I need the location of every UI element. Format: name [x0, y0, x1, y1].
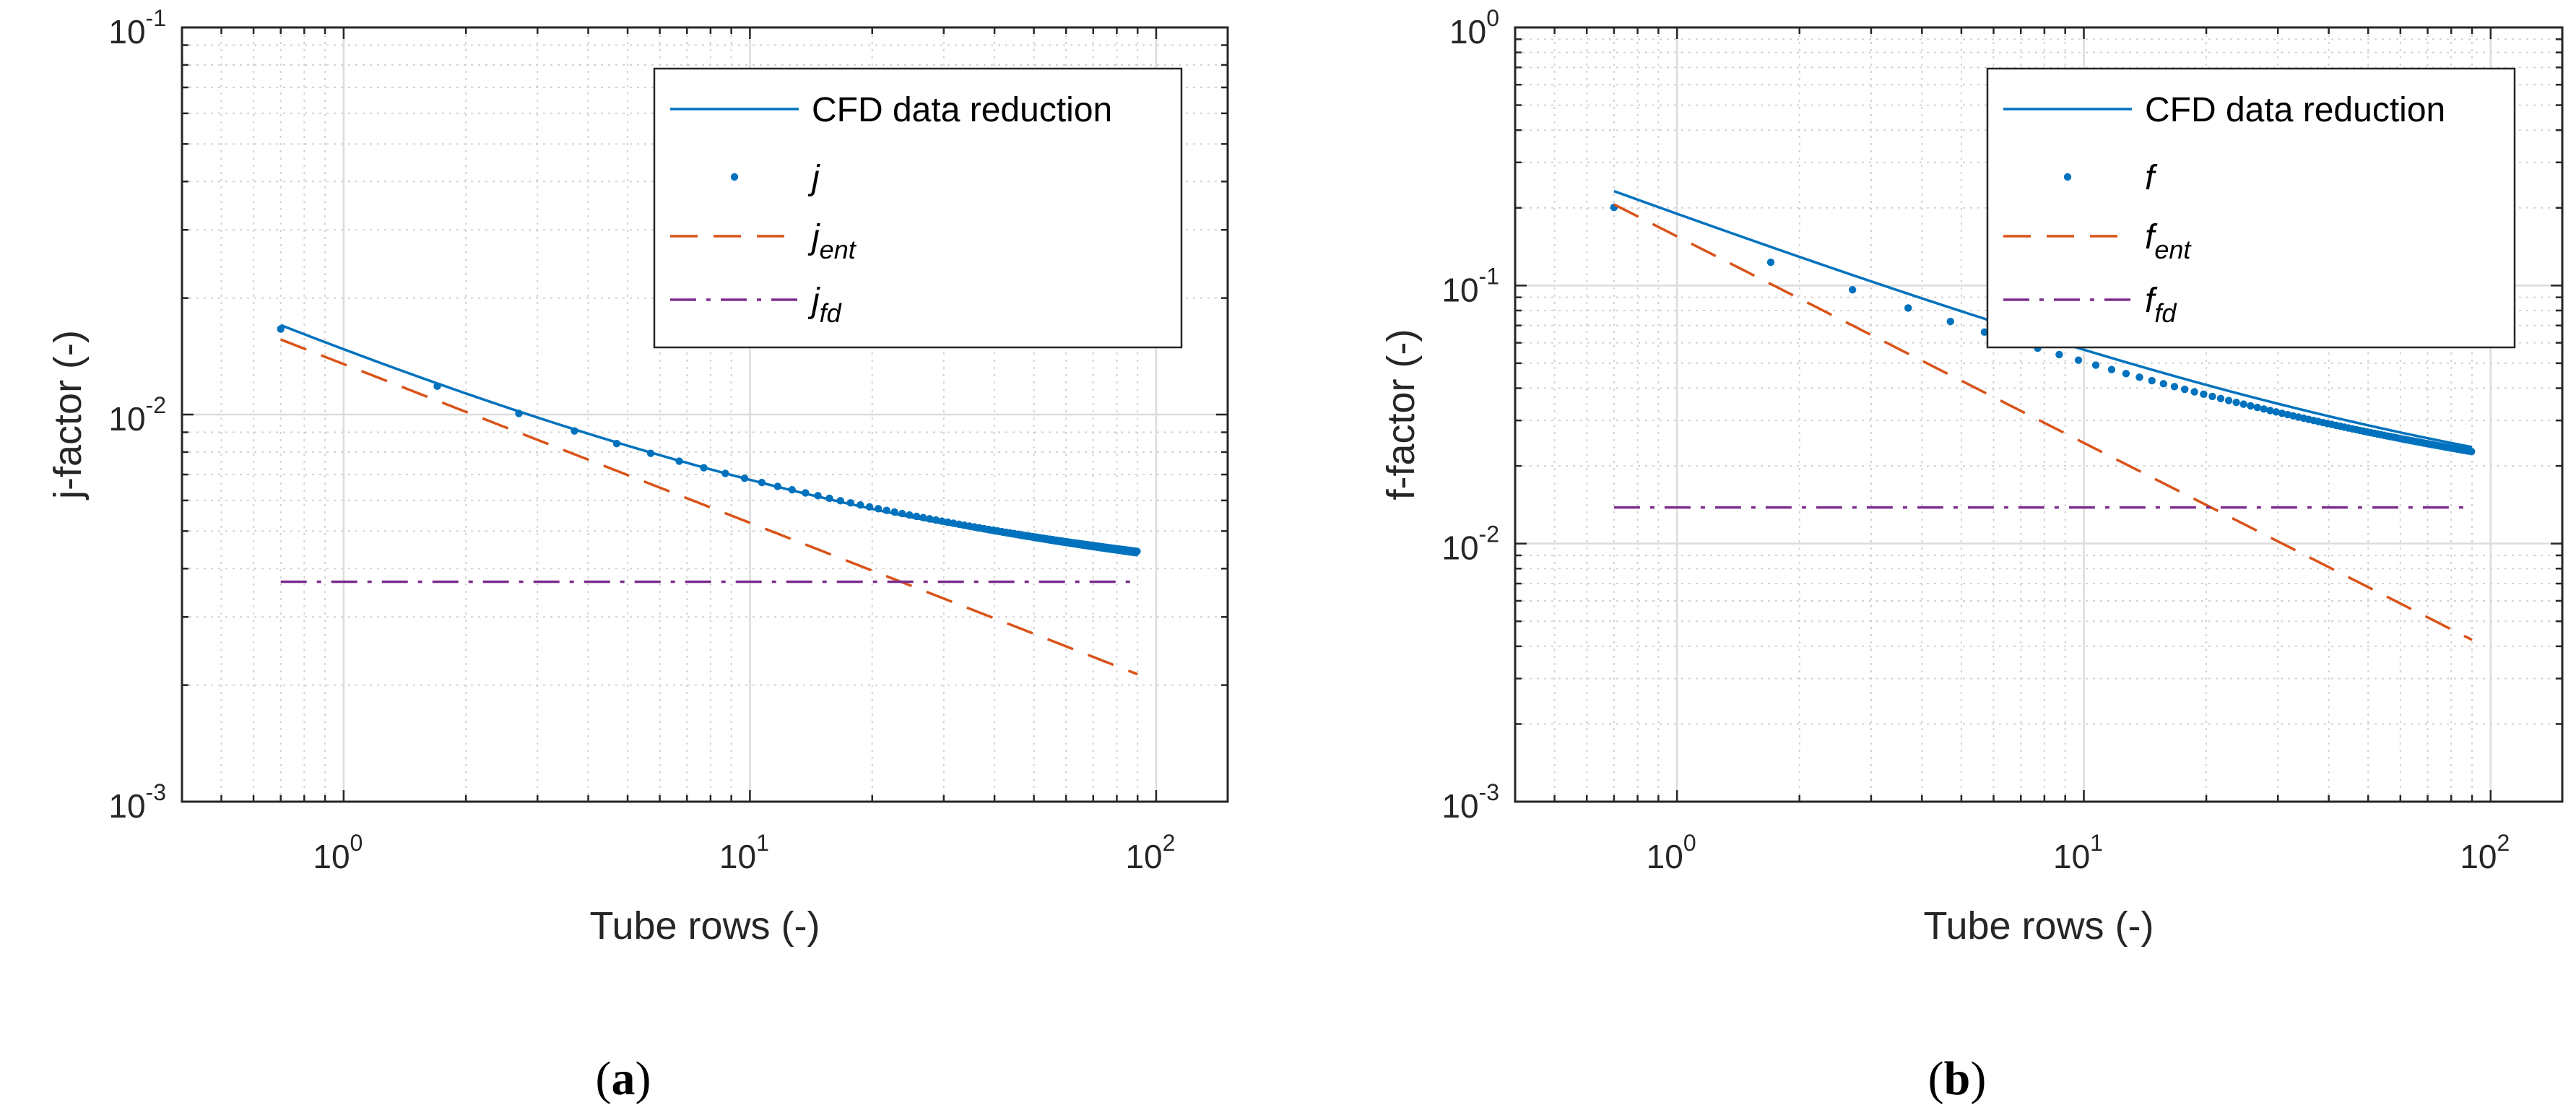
data-point: [926, 515, 934, 523]
data-point: [277, 325, 285, 333]
data-point: [2091, 361, 2100, 369]
data-point: [2232, 398, 2240, 407]
y-tick-label: 10-1: [1441, 263, 1499, 308]
y-tick-label: 10-1: [108, 5, 166, 51]
data-point: [2224, 396, 2233, 404]
y-tick-label: 10-3: [1441, 779, 1499, 825]
y-axis-title: f-factor (-): [1379, 329, 1423, 500]
series-j-markers: [277, 325, 1141, 555]
data-point: [938, 517, 946, 525]
grid-lines: [1515, 27, 2562, 802]
legend-marker: [2063, 173, 2072, 181]
data-point: [1766, 258, 1775, 266]
data-point: [912, 512, 921, 521]
chart-panel-b: 100 101 102 10-3 10-2 10-1 100 Tube rows (-) f-f…: [1379, 5, 2564, 1105]
data-point: [2272, 408, 2280, 416]
data-point: [2468, 447, 2476, 456]
data-point: [2170, 383, 2179, 391]
x-axis-title: Tube rows (-): [1923, 904, 2154, 948]
y-tick-label: 10-2: [1441, 521, 1499, 567]
data-point: [740, 474, 749, 482]
legend-label: fent: [2145, 218, 2192, 264]
y-tick-label: 10-3: [108, 779, 166, 825]
data-point: [825, 494, 833, 503]
data-point: [721, 469, 729, 477]
y-axis-title: j-factor (-): [46, 330, 90, 500]
data-point: [788, 485, 796, 494]
data-point: [612, 439, 621, 448]
data-point: [2200, 390, 2208, 399]
data-point: [836, 497, 844, 505]
tick-marks: [182, 27, 1228, 802]
series-f-markers: [1610, 203, 2476, 456]
data-point: [646, 449, 655, 457]
series-group: [277, 324, 1141, 676]
x-tick-label: 101: [2053, 830, 2103, 875]
data-point: [2208, 392, 2216, 401]
x-tick-label: 102: [2460, 830, 2510, 875]
data-point: [1904, 304, 1912, 312]
data-point: [773, 482, 781, 490]
data-point: [2190, 388, 2198, 396]
data-point: [515, 410, 523, 417]
panel-label: (b): [1928, 1052, 1987, 1105]
data-point: [932, 516, 940, 524]
data-point: [2107, 365, 2116, 373]
x-tick-label: 101: [719, 830, 769, 875]
chart-panel-a: 100 101 102 10-3 10-2 10-1 Tube rows (-) j-fact…: [46, 5, 1229, 1105]
y-tick-label: 10-2: [108, 392, 166, 438]
data-point: [2055, 350, 2063, 359]
data-point: [846, 499, 855, 507]
data-point: [2135, 373, 2143, 381]
data-point: [758, 478, 766, 487]
data-point: [2122, 370, 2130, 378]
data-point: [1133, 547, 1141, 555]
data-point: [571, 427, 578, 435]
panel-label: (a): [596, 1052, 651, 1105]
data-point: [2074, 356, 2083, 364]
data-point: [700, 464, 708, 472]
data-point: [2278, 410, 2286, 417]
tick-marks: [1515, 27, 2562, 802]
data-point: [882, 506, 890, 514]
data-point: [906, 511, 914, 519]
data-point: [2260, 405, 2268, 413]
data-point: [675, 457, 683, 465]
legend-label: CFD data reduction: [2145, 91, 2445, 129]
series-j-ent-line: [280, 338, 1138, 676]
data-point: [433, 382, 441, 390]
data-point: [2159, 380, 2168, 388]
data-point: [944, 518, 952, 526]
data-point: [814, 492, 822, 500]
series-f-ent-line: [1613, 203, 2473, 641]
data-point: [857, 501, 864, 509]
data-point: [802, 489, 810, 497]
axes-box: [1514, 26, 2564, 803]
legend-label: CFD data reduction: [812, 91, 1112, 129]
legend-marker: [730, 173, 739, 181]
data-point: [1980, 328, 1989, 337]
x-tick-label: 100: [1647, 830, 1696, 875]
data-point: [2247, 402, 2255, 410]
data-point: [919, 514, 927, 521]
x-axis-title: Tube rows (-): [589, 904, 820, 948]
data-point: [2253, 404, 2261, 412]
data-point: [2216, 394, 2225, 402]
x-tick-label: 100: [313, 830, 363, 875]
y-tick-label: 100: [1449, 5, 1499, 51]
data-point: [2239, 400, 2247, 408]
data-point: [2266, 407, 2274, 415]
data-point: [1946, 317, 1954, 326]
data-point: [2148, 376, 2156, 385]
data-point: [874, 505, 882, 513]
data-point: [865, 503, 874, 511]
data-point: [1848, 286, 1857, 294]
data-point: [890, 508, 898, 516]
data-point: [898, 509, 906, 518]
data-point: [2180, 385, 2189, 394]
x-tick-label: 102: [1125, 830, 1175, 875]
